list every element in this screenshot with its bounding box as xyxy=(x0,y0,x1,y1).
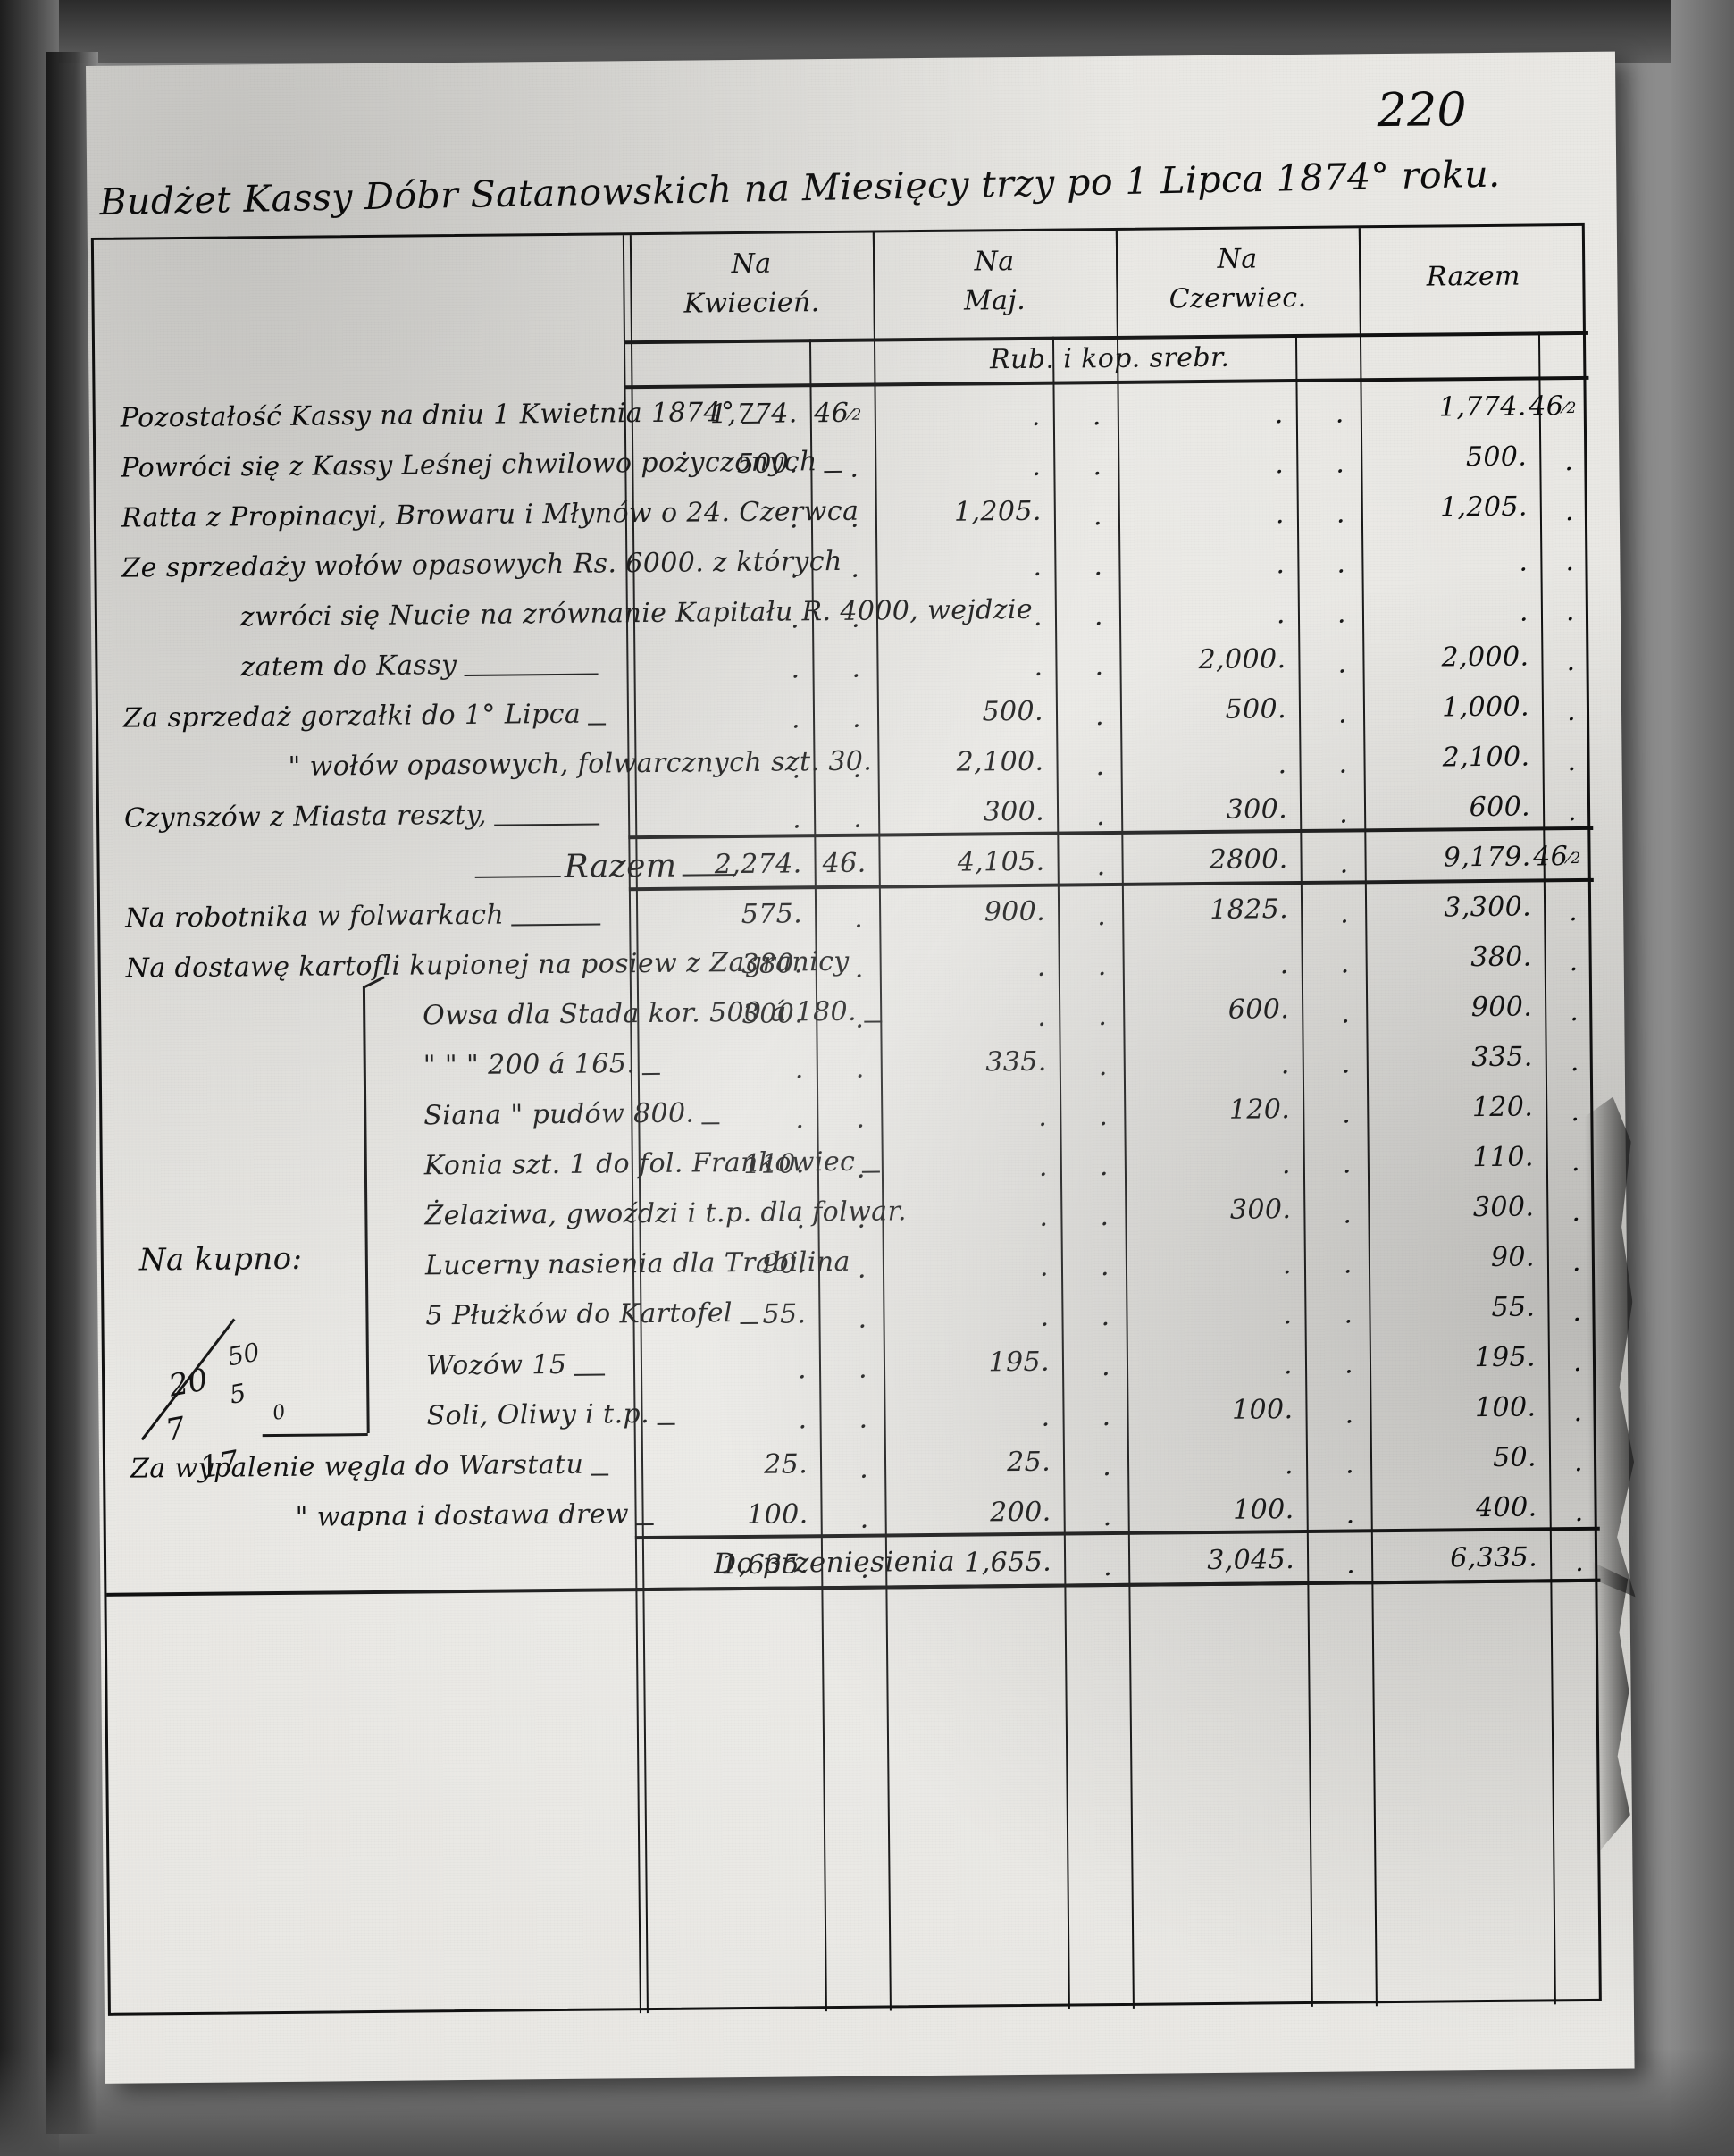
margin-note-figure: 7 xyxy=(163,1410,188,1450)
cell-empty-dot: . xyxy=(1519,546,1529,578)
column-header-month: Maj. xyxy=(963,284,1026,317)
cell-kopecks: 46⁄2 xyxy=(1529,390,1577,423)
margin-note-figure: 0 xyxy=(271,1401,288,1426)
column-header-month: Czerwiec. xyxy=(1169,281,1307,315)
cell-amount: 1,205. xyxy=(1439,491,1528,524)
cell-kopecks-dot: . xyxy=(1566,696,1577,728)
column-header-top: Na xyxy=(1217,243,1258,275)
cell-amount: 335. xyxy=(1471,1041,1533,1074)
margin-arithmetic-note: 20 50 7 5 0 17 xyxy=(129,1313,345,1493)
cell-kopecks-dot: . xyxy=(1574,1496,1584,1529)
column-header-top: Na xyxy=(974,246,1015,278)
column-header-top: Razem xyxy=(1426,260,1521,293)
column-header-3: Na Czerwiec. xyxy=(1116,239,1360,319)
cell-empty-dot: . xyxy=(1276,599,1286,631)
cell-amount: 90. xyxy=(1490,1241,1536,1273)
cell-kopecks-dot: . xyxy=(1568,896,1579,928)
group-label-na-kupno: Na kupno: xyxy=(138,1240,303,1279)
right-shadow xyxy=(1671,0,1734,2156)
cell-amount: 110. xyxy=(1472,1141,1534,1174)
cell-amount: 380. xyxy=(1470,941,1532,974)
cell-kopecks-dot: . xyxy=(1571,1096,1580,1128)
cell-kopecks-dot: . xyxy=(1570,1046,1579,1078)
page-title: Budżet Kassy Dóbr Satanowskich na Miesię… xyxy=(99,152,1501,224)
cell-amount: 120. xyxy=(1471,1091,1534,1124)
column-header-top: Na xyxy=(731,247,772,281)
margin-note-figure: 5 xyxy=(227,1378,248,1411)
cell-amount: 900. xyxy=(1470,991,1533,1024)
currency-subheader: Rub. i kop. srebr. xyxy=(989,341,1230,376)
cell-kopecks-dot: . xyxy=(1572,1296,1582,1329)
cell-kopecks-dot: . xyxy=(1569,946,1579,978)
cell-kopecks-dot: . xyxy=(1574,1546,1585,1579)
cell-kopecks-dot: . xyxy=(1564,446,1574,478)
cell-kopecks-dot: . xyxy=(1570,996,1579,1028)
cell-empty-dot: . xyxy=(1033,600,1043,633)
cell-kopecks-dot: . xyxy=(1566,646,1576,678)
column-header-2: Na Maj. xyxy=(873,241,1117,322)
cell-amount: 2,100. xyxy=(1442,741,1530,774)
cell-kopecks-dot: . xyxy=(1567,746,1577,778)
cell-amount: 9,179. xyxy=(1443,841,1531,874)
cell-kopecks-dot: . xyxy=(1565,596,1576,628)
cell-empty-dot: . xyxy=(1276,549,1286,581)
ledger-page: 220 Budżet Kassy Dóbr Satanowskich na Mi… xyxy=(86,51,1635,2084)
cell-kopecks-dot: . xyxy=(1093,600,1104,633)
row-label: zwróci się Nucie na zrównanie Kapitału R… xyxy=(239,593,1034,633)
cell-empty-dot: . xyxy=(790,553,800,585)
row-label: Ze sprzedaży wołów opasowych Rs. 6000. z… xyxy=(121,545,842,584)
cell-amount: 300. xyxy=(1472,1191,1535,1224)
margin-note-figure: 50 xyxy=(225,1337,263,1372)
cell-kopecks-dot: . xyxy=(1336,598,1347,630)
budget-table: Na Kwiecień. Na Maj. Na Czerwiec. Razem Rub. i … xyxy=(90,222,1602,2016)
cell-kopecks-dot: . xyxy=(1573,1446,1584,1479)
folio-number: 220 xyxy=(1377,83,1468,138)
cell-empty-dot: . xyxy=(1033,550,1043,583)
cell-kopecks-dot: . xyxy=(1564,496,1574,528)
cell-kopecks-dot: . xyxy=(1571,1246,1582,1279)
cell-amount: 1,774. xyxy=(1438,390,1527,424)
top-shadow xyxy=(0,0,1734,63)
column-header-month: Kwiecień. xyxy=(683,286,820,320)
cell-amount: 6,335. xyxy=(1450,1541,1538,1574)
cell-kopecks: 46⁄2 xyxy=(1532,841,1581,873)
cell-kopecks-dot: . xyxy=(1336,548,1346,580)
cell-kopecks-dot: . xyxy=(850,602,861,634)
column-header-4: Razem xyxy=(1359,256,1587,298)
cell-kopecks-dot: . xyxy=(1571,1146,1580,1179)
cell-amount: 3,300. xyxy=(1444,891,1532,924)
column-header-1: Na Kwiecień. xyxy=(630,244,874,324)
cell-kopecks-dot: . xyxy=(1571,1195,1581,1229)
cell-amount: 2,000. xyxy=(1441,641,1529,674)
cell-empty-dot: . xyxy=(1519,596,1529,628)
cell-kopecks-dot: . xyxy=(1567,796,1578,828)
margin-note-figure: 17 xyxy=(197,1444,242,1487)
cell-amount: 1,000. xyxy=(1441,691,1530,724)
cell-kopecks-dot: . xyxy=(1093,550,1103,583)
cell-amount: 500. xyxy=(1465,440,1528,474)
cell-kopecks-dot: . xyxy=(1565,546,1575,578)
cell-kopecks-dot: . xyxy=(1572,1346,1583,1379)
cell-kopecks-dot: . xyxy=(1573,1396,1583,1429)
cell-kopecks-dot: . xyxy=(850,552,860,584)
cell-empty-dot: . xyxy=(790,603,800,635)
